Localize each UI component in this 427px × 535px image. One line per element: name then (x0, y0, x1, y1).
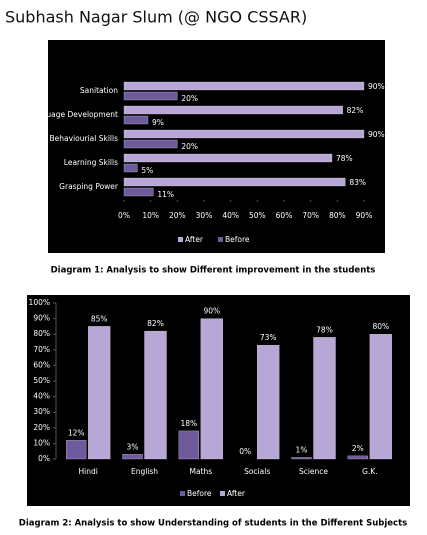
page-title: Subhash Nagar Slum (@ NGO CSSAR) (5, 8, 307, 27)
bar (123, 187, 154, 197)
x-tick-label: 40% (222, 211, 239, 220)
bar (123, 177, 346, 187)
bar (369, 334, 392, 460)
x-tick-label: 60% (276, 211, 293, 220)
bar (123, 129, 365, 139)
y-tick-label: 90% (33, 314, 50, 323)
value-label: 20% (181, 94, 198, 103)
bar (123, 91, 178, 101)
x-tick-label: 20% (169, 211, 186, 220)
value-label: 5% (141, 166, 153, 175)
x-tick-label: 50% (249, 211, 266, 220)
y-tick-label: Behaviourial Skills (50, 134, 119, 143)
value-label: 12% (68, 428, 85, 437)
value-label: 82% (347, 106, 364, 115)
value-label: 18% (180, 419, 197, 428)
bar (257, 344, 280, 460)
value-label: 82% (147, 319, 164, 328)
y-tick-label: Grasping Power (59, 182, 119, 191)
legend-swatch (178, 237, 183, 242)
y-tick-label: 60% (33, 360, 50, 369)
y-tick-label: 40% (33, 392, 50, 401)
bar (123, 105, 343, 115)
x-tick-label: 80% (329, 211, 346, 220)
bar (88, 326, 111, 460)
caption: Diagram 2: Analysis to show Understandin… (19, 519, 407, 529)
value-label: 85% (91, 314, 108, 323)
bar (123, 115, 149, 125)
value-label: 2% (352, 444, 364, 453)
value-label: 11% (157, 190, 174, 199)
x-tick-label: Maths (189, 467, 212, 476)
bar (291, 457, 312, 460)
value-label: 78% (316, 325, 333, 334)
y-tick-label: 30% (33, 407, 50, 416)
bar (123, 81, 365, 91)
y-tick-label: 0% (38, 454, 50, 463)
x-tick-label: 90% (356, 211, 373, 220)
x-tick-label: English (131, 467, 158, 476)
x-tick-label: Science (299, 467, 328, 476)
legend-label: Before (187, 489, 212, 498)
legend-swatch (180, 491, 185, 496)
bar (123, 139, 178, 149)
y-tick-label: 50% (33, 376, 50, 385)
value-label: 78% (336, 154, 353, 163)
bar (66, 440, 87, 460)
y-tick-label: Sanitation (80, 86, 118, 95)
x-tick-label: 70% (302, 211, 319, 220)
legend-swatch (220, 491, 225, 496)
value-label: 0% (239, 447, 251, 456)
bar (313, 337, 336, 460)
value-label: 83% (349, 178, 366, 187)
x-tick-label: G.K. (362, 467, 378, 476)
y-tick-label: Learning Skills (64, 158, 118, 167)
value-label: 3% (127, 442, 139, 451)
caption: Diagram 1: Analysis to show Different im… (51, 266, 376, 276)
value-label: 9% (152, 118, 164, 127)
x-tick-label: 10% (142, 211, 159, 220)
x-tick-label: 30% (196, 211, 213, 220)
legend-swatch (218, 237, 223, 242)
legend-label: Before (225, 235, 250, 244)
bar (200, 318, 223, 460)
value-label: 90% (368, 82, 385, 91)
bar (178, 430, 199, 460)
x-tick-label: 0% (118, 211, 130, 220)
bar (347, 455, 368, 460)
value-label: 90% (368, 130, 385, 139)
x-tick-label: Socials (244, 467, 270, 476)
y-tick-label: 80% (33, 329, 50, 338)
bar (144, 330, 167, 460)
value-label: 73% (260, 333, 277, 342)
y-tick-label: 70% (33, 345, 50, 354)
x-tick-label: Hindi (79, 467, 98, 476)
value-label: 80% (372, 322, 389, 331)
chart-background (48, 40, 385, 253)
value-label: 1% (296, 445, 308, 454)
y-tick-label: 10% (33, 438, 50, 447)
legend-label: After (227, 489, 246, 498)
y-tick-label: Language Development (28, 110, 118, 119)
bar (123, 163, 138, 173)
y-tick-label: 20% (33, 423, 50, 432)
bar (122, 454, 143, 460)
bar (123, 153, 333, 163)
value-label: 20% (181, 142, 198, 151)
y-tick-label: 100% (29, 298, 50, 307)
legend-label: After (185, 235, 204, 244)
value-label: 90% (203, 307, 220, 316)
